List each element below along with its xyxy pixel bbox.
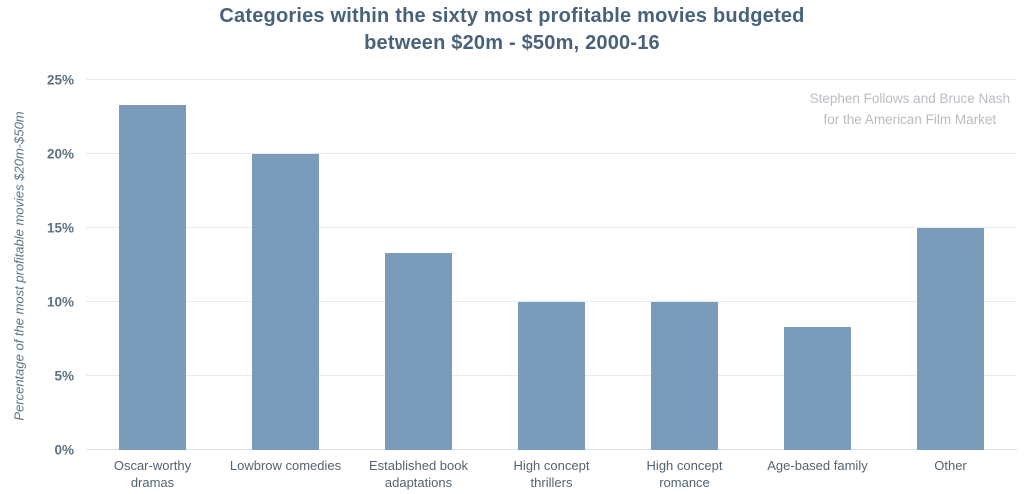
y-tick-label: 10% <box>46 294 74 310</box>
bar-slot <box>219 80 352 450</box>
bar-slot <box>618 80 751 450</box>
bar <box>518 302 585 450</box>
x-axis-label: Established book adaptations <box>352 457 485 491</box>
chart-title: Categories within the sixty most profita… <box>0 3 1024 57</box>
chart-credit: Stephen Follows and Bruce Nash for the A… <box>810 88 1010 130</box>
chart-title-line2: between $20m - $50m, 2000-16 <box>364 32 660 54</box>
y-tick-label: 25% <box>46 72 74 88</box>
chart-title-line1: Categories within the sixty most profita… <box>219 5 805 27</box>
x-axis-label-text: Established book adaptations <box>368 458 468 490</box>
x-axis-label-text: Oscar-worthy dramas <box>113 458 192 490</box>
y-tick-label: 5% <box>54 368 74 384</box>
y-tick-label: 20% <box>46 146 74 162</box>
x-axis-label: High concept thrillers <box>485 457 618 491</box>
x-axis-label: Oscar-worthy dramas <box>86 457 219 491</box>
bar-slot <box>485 80 618 450</box>
bars-row <box>86 80 1017 450</box>
bar-slot <box>86 80 219 450</box>
bar <box>651 302 718 450</box>
bar <box>917 228 984 450</box>
bar <box>385 253 452 450</box>
x-axis-label-text: Age-based family <box>767 458 868 473</box>
y-tick-label: 0% <box>54 442 74 458</box>
x-axis-label-text: Lowbrow comedies <box>229 458 342 473</box>
chart-credit-line2: for the American Film Market <box>823 112 997 127</box>
x-axis-labels: Oscar-worthy dramas Lowbrow comedies Estab… <box>86 450 1017 491</box>
bar-slot <box>884 80 1017 450</box>
chart-credit-line1: Stephen Follows and Bruce Nash <box>809 91 1010 106</box>
gridline <box>86 153 1017 154</box>
x-axis-label-text: High concept romance <box>646 458 723 490</box>
x-axis-label-text: Other <box>934 458 967 473</box>
x-axis-label: Lowbrow comedies <box>219 457 352 491</box>
gridline <box>86 79 1017 80</box>
plot-area: 0% 5% 10% 15% 20% 25% Oscar-worthy dramas Lowb… <box>47 73 1017 490</box>
y-tick-label: 15% <box>46 220 74 236</box>
bar-slot <box>751 80 884 450</box>
x-axis-label: High concept romance <box>618 457 751 491</box>
bar <box>252 154 319 450</box>
bar <box>119 105 186 450</box>
x-axis-label-text: High concept thrillers <box>513 458 590 490</box>
gridline <box>86 227 1017 228</box>
bar <box>784 327 851 450</box>
gridline <box>86 301 1017 302</box>
x-axis-label: Other <box>884 457 1017 491</box>
bar-slot <box>352 80 485 450</box>
x-axis-label: Age-based family <box>751 457 884 491</box>
